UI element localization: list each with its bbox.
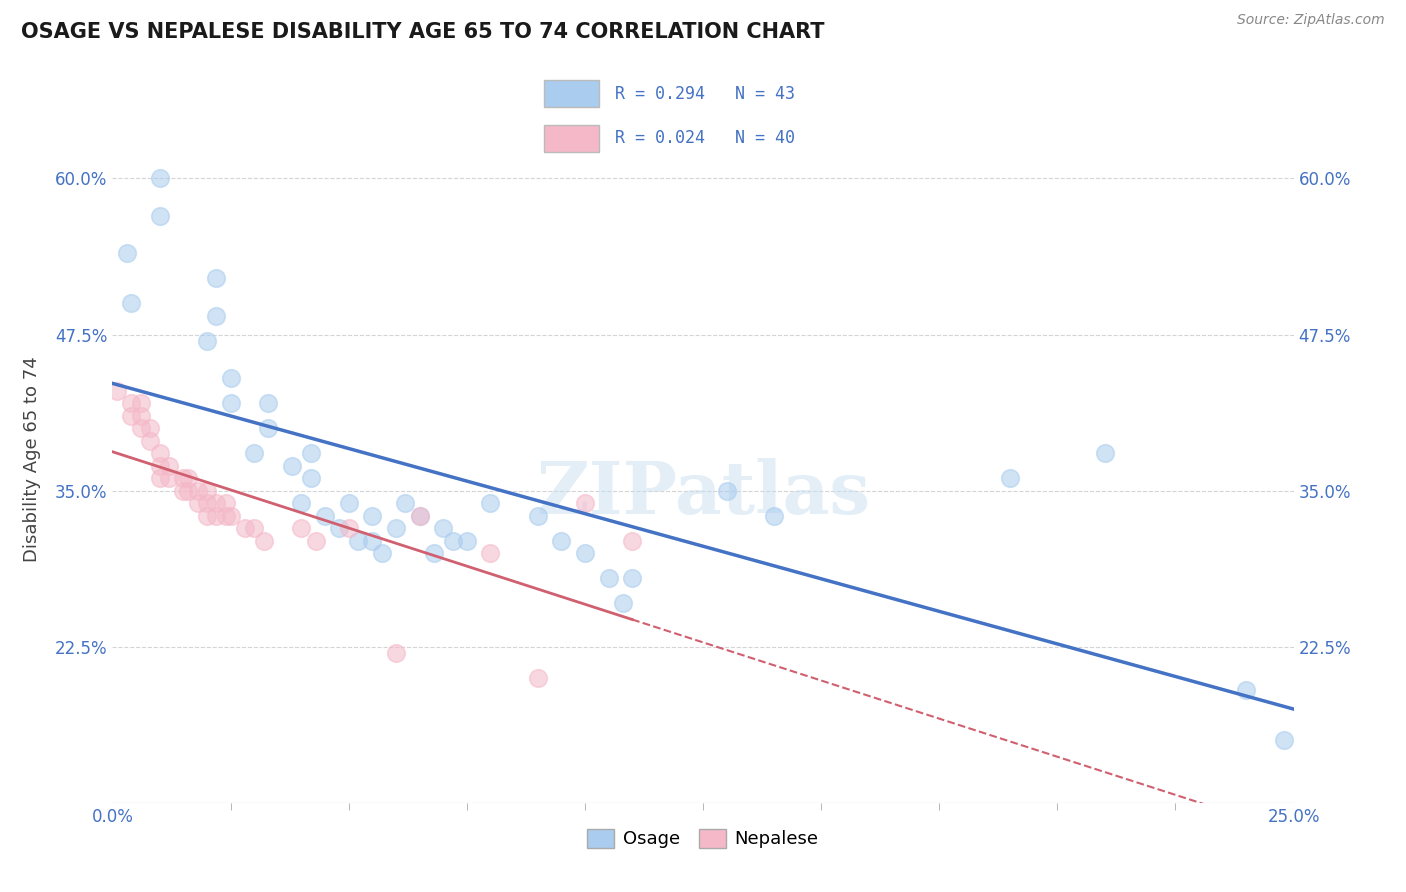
Point bbox=[281, 458, 304, 473]
Point bbox=[157, 458, 180, 473]
Text: ZIPatlas: ZIPatlas bbox=[536, 458, 870, 529]
Point bbox=[1234, 683, 1257, 698]
Point bbox=[574, 496, 596, 510]
Point bbox=[526, 671, 548, 685]
Point bbox=[186, 483, 208, 498]
Point bbox=[219, 396, 242, 410]
Point bbox=[621, 571, 644, 585]
Point bbox=[157, 471, 180, 485]
Point bbox=[408, 508, 430, 523]
Point bbox=[205, 508, 228, 523]
Point bbox=[195, 508, 218, 523]
Point bbox=[621, 533, 644, 548]
Point bbox=[105, 384, 128, 398]
Point bbox=[1094, 446, 1116, 460]
Point bbox=[149, 171, 172, 186]
Point bbox=[337, 521, 360, 535]
Point bbox=[716, 483, 738, 498]
Point bbox=[195, 483, 218, 498]
Point bbox=[612, 596, 634, 610]
Point bbox=[243, 446, 266, 460]
Point bbox=[257, 421, 280, 435]
Point bbox=[186, 496, 208, 510]
Point bbox=[219, 371, 242, 385]
Point bbox=[139, 434, 162, 448]
Point bbox=[177, 471, 200, 485]
Point bbox=[432, 521, 454, 535]
FancyBboxPatch shape bbox=[544, 125, 599, 152]
Point bbox=[598, 571, 620, 585]
Point bbox=[243, 521, 266, 535]
Point bbox=[215, 496, 238, 510]
Point bbox=[299, 471, 322, 485]
Point bbox=[550, 533, 572, 548]
Point bbox=[139, 421, 162, 435]
Point bbox=[253, 533, 276, 548]
Point bbox=[314, 508, 336, 523]
Point bbox=[299, 446, 322, 460]
Point bbox=[172, 471, 194, 485]
Point bbox=[479, 546, 502, 560]
Text: OSAGE VS NEPALESE DISABILITY AGE 65 TO 74 CORRELATION CHART: OSAGE VS NEPALESE DISABILITY AGE 65 TO 7… bbox=[21, 22, 824, 42]
Point bbox=[456, 533, 478, 548]
Point bbox=[120, 296, 142, 310]
Point bbox=[347, 533, 370, 548]
Point bbox=[408, 508, 430, 523]
Point bbox=[1272, 733, 1295, 747]
Point bbox=[115, 246, 138, 260]
Point bbox=[762, 508, 785, 523]
Point bbox=[328, 521, 350, 535]
Text: R = 0.294   N = 43: R = 0.294 N = 43 bbox=[614, 85, 794, 103]
Point bbox=[526, 508, 548, 523]
Point bbox=[337, 496, 360, 510]
FancyBboxPatch shape bbox=[544, 80, 599, 107]
Point bbox=[998, 471, 1021, 485]
Point bbox=[219, 508, 242, 523]
Point bbox=[290, 521, 312, 535]
Point bbox=[195, 496, 218, 510]
Point bbox=[177, 483, 200, 498]
Point bbox=[129, 396, 152, 410]
Point bbox=[205, 271, 228, 285]
Point bbox=[574, 546, 596, 560]
Point bbox=[129, 421, 152, 435]
Point bbox=[149, 471, 172, 485]
Point bbox=[149, 209, 172, 223]
Point bbox=[371, 546, 394, 560]
Point bbox=[385, 646, 408, 660]
Point bbox=[361, 508, 384, 523]
Point bbox=[149, 458, 172, 473]
Point bbox=[205, 496, 228, 510]
Point bbox=[120, 396, 142, 410]
Point bbox=[233, 521, 256, 535]
Text: Source: ZipAtlas.com: Source: ZipAtlas.com bbox=[1237, 13, 1385, 28]
Point bbox=[361, 533, 384, 548]
Point bbox=[385, 521, 408, 535]
Point bbox=[215, 508, 238, 523]
Point bbox=[149, 446, 172, 460]
Point bbox=[394, 496, 416, 510]
Point bbox=[290, 496, 312, 510]
Point bbox=[422, 546, 444, 560]
Point bbox=[172, 483, 194, 498]
Point bbox=[479, 496, 502, 510]
Point bbox=[195, 334, 218, 348]
Text: R = 0.024   N = 40: R = 0.024 N = 40 bbox=[614, 129, 794, 147]
Point bbox=[205, 309, 228, 323]
Point bbox=[304, 533, 326, 548]
Y-axis label: Disability Age 65 to 74: Disability Age 65 to 74 bbox=[22, 357, 41, 562]
Legend: Osage, Nepalese: Osage, Nepalese bbox=[581, 822, 825, 855]
Point bbox=[120, 409, 142, 423]
Point bbox=[129, 409, 152, 423]
Point bbox=[441, 533, 464, 548]
Point bbox=[257, 396, 280, 410]
